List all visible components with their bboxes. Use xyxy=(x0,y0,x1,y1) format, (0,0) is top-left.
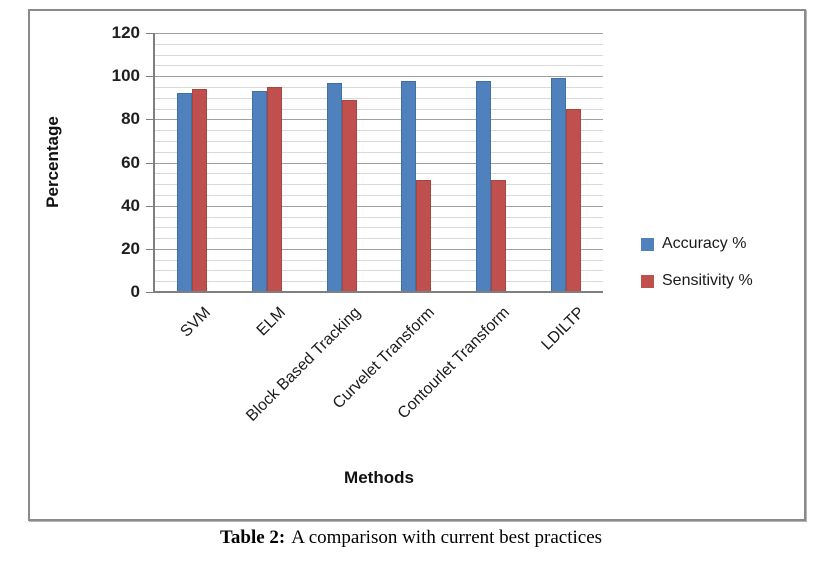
y-tick-label: 60 xyxy=(121,152,140,172)
y-axis-tick xyxy=(146,119,153,121)
legend-item-accuracy: Accuracy % xyxy=(641,235,746,253)
bar-accuracy-svm xyxy=(177,93,193,292)
y-axis-tick xyxy=(146,248,153,250)
gridline-minor xyxy=(155,43,603,45)
y-tick-label: 0 xyxy=(130,282,140,301)
legend-item-sensitivity: Sensitivity % xyxy=(641,272,753,290)
bar-accuracy-contourlet-transform xyxy=(476,80,491,292)
gridline-major xyxy=(155,162,603,164)
bar-sensitivity-elm xyxy=(267,87,282,292)
gridline-major xyxy=(155,76,603,78)
gridline-minor xyxy=(155,270,603,272)
y-axis-tick xyxy=(146,292,153,293)
bar-accuracy-block-based-tracking xyxy=(326,82,342,292)
gridline-minor xyxy=(155,151,603,153)
gridline-minor xyxy=(155,54,603,56)
gridline-minor xyxy=(155,184,603,186)
gridline-minor xyxy=(155,216,603,218)
y-axis-title: Percentage xyxy=(43,116,62,208)
y-axis-tick xyxy=(146,76,153,78)
gridline-minor xyxy=(155,227,603,229)
figure-caption: Table 2: A comparison with current best p… xyxy=(0,527,822,549)
bar-sensitivity-svm xyxy=(192,89,208,292)
caption-label: Table 2: xyxy=(219,527,286,548)
y-tick-label: 80 xyxy=(121,109,140,129)
gridline-minor xyxy=(155,130,603,132)
x-axis-line xyxy=(153,291,603,293)
gridline-minor xyxy=(155,259,603,261)
plot-area xyxy=(155,33,603,292)
gridline-major xyxy=(155,205,603,207)
x-axis-title: Methods xyxy=(344,468,414,487)
bar-sensitivity-curvelet-transform xyxy=(416,179,432,292)
y-tick-label: 100 xyxy=(111,66,140,86)
y-axis-tick xyxy=(146,162,153,164)
gridline-major xyxy=(155,119,603,121)
accuracy-swatch-icon xyxy=(641,237,654,251)
gridline-minor xyxy=(155,65,603,67)
bar-sensitivity-block-based-tracking xyxy=(341,99,357,292)
bar-sensitivity-contourlet-transform xyxy=(491,179,506,292)
gridline-minor xyxy=(155,97,603,99)
y-tick-label: 120 xyxy=(111,23,140,42)
bar-accuracy-elm xyxy=(252,91,267,292)
gridline-minor xyxy=(155,238,603,239)
gridline-major xyxy=(155,33,603,34)
sensitivity-swatch-icon xyxy=(641,274,654,288)
bar-accuracy-ldiltp xyxy=(550,78,566,292)
legend-label-sensitivity: Sensitivity % xyxy=(662,272,753,289)
gridline-minor xyxy=(155,281,603,283)
caption-text: A comparison with current best practices xyxy=(291,527,603,548)
gridline-minor xyxy=(155,87,603,88)
gridline-minor xyxy=(155,194,603,196)
y-axis-tick xyxy=(146,205,153,207)
bar-sensitivity-ldiltp xyxy=(565,108,581,292)
bar-accuracy-curvelet-transform xyxy=(401,80,417,292)
gridline-minor xyxy=(155,140,603,142)
y-tick-label: 40 xyxy=(121,195,140,215)
y-axis-tick xyxy=(146,33,153,34)
gridline-minor xyxy=(155,173,603,175)
gridline-major xyxy=(155,248,603,250)
y-axis-line xyxy=(153,33,155,292)
y-tick-label: 20 xyxy=(121,238,140,258)
gridline-minor xyxy=(155,108,603,110)
legend-label-accuracy: Accuracy % xyxy=(662,235,747,252)
